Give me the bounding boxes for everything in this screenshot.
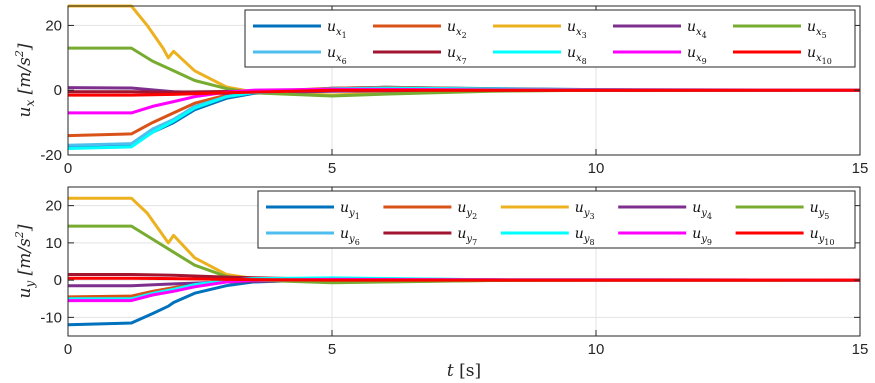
x-tick-label: 0	[64, 160, 72, 177]
legend-box	[244, 9, 856, 68]
legend-label-x7: ux7	[447, 45, 467, 66]
legend-label-y8: uy8	[575, 226, 595, 247]
x-tick-label: 15	[852, 341, 869, 358]
y-tick-label: -20	[40, 147, 62, 164]
legend-label-x2: ux2	[447, 19, 467, 40]
series-line-y10	[68, 276, 860, 282]
legend-label-x6: ux6	[327, 45, 347, 66]
y-axis-label: ux [m/s2]	[13, 43, 37, 117]
legend: uy1 uy2 uy3 uy4 uy5 uy6 uy7 uy8 uy9 uy10	[257, 190, 856, 249]
y-tick-label: -10	[40, 309, 62, 326]
y-tick-label: 0	[54, 82, 62, 99]
y-tick-label: 0	[54, 272, 62, 289]
legend-label-x8: ux8	[567, 45, 587, 66]
axes-box	[67, 5, 861, 156]
legend-label-x10: ux10	[807, 45, 832, 66]
x-tick-label: 0	[64, 341, 72, 358]
legend-label-y7: uy7	[457, 226, 477, 247]
legend-label-x3: ux3	[567, 19, 587, 40]
x-tick-label: 5	[328, 160, 336, 177]
x-tick-label: 10	[588, 341, 605, 358]
x-tick-label: 10	[588, 160, 605, 177]
legend-label-y9: uy9	[692, 226, 712, 247]
legend-label-x9: ux9	[687, 45, 707, 66]
y-tick-label: 10	[45, 235, 62, 252]
y-tick-label: 20	[45, 198, 62, 215]
x-axis-label: t [s]	[447, 361, 481, 381]
legend-box	[257, 190, 856, 249]
legend-label-y2: uy2	[457, 200, 477, 221]
legend-label-y4: uy4	[692, 200, 712, 221]
legend-label-x1: ux1	[327, 19, 347, 40]
series-line-x10	[68, 88, 860, 97]
x-tick-label: 5	[328, 341, 336, 358]
x-tick-label: 15	[852, 160, 869, 177]
legend-label-y6: uy6	[340, 226, 360, 247]
legend-label-y5: uy5	[810, 200, 830, 221]
legend-label-x4: ux4	[687, 19, 707, 40]
y-tick-label: 20	[45, 17, 62, 34]
y-axis-label: uy [m/s2]	[13, 224, 37, 298]
legend-label-y3: uy3	[575, 200, 595, 221]
legend-label-y10: uy10	[810, 226, 835, 247]
legend: ux1 ux2 ux3 ux4 ux5 ux6 ux7 ux8 ux9 ux10	[244, 9, 856, 68]
legend-label-x5: ux5	[807, 19, 827, 40]
axes-box	[67, 186, 861, 337]
legend-label-y1: uy1	[340, 200, 360, 221]
